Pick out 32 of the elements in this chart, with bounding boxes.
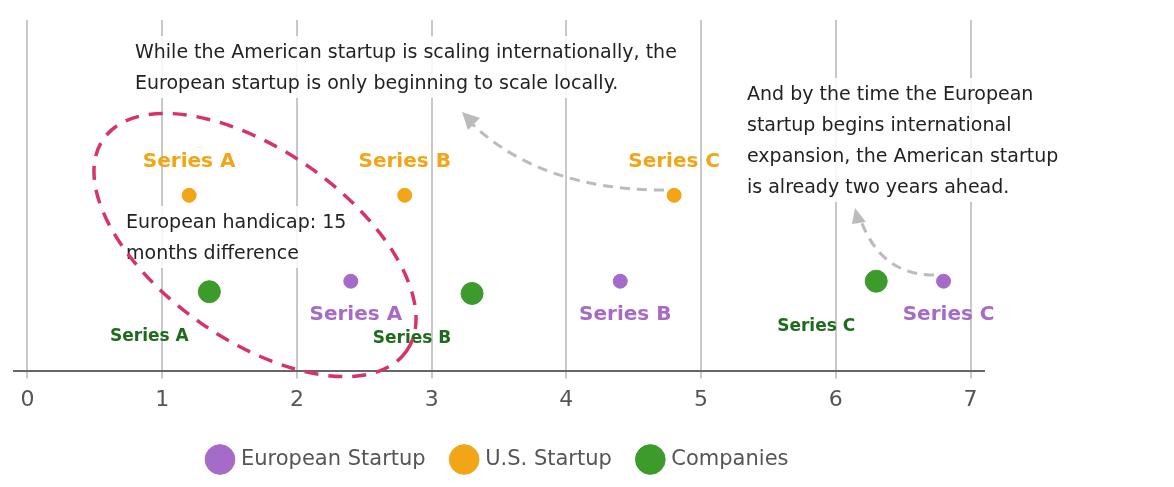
- point: [936, 273, 952, 289]
- annotation: Series B: [358, 147, 451, 172]
- annotation: And by the time the European startup begins international expansion, the American startup is already two years ahead.: [747, 78, 1077, 202]
- point: [397, 187, 413, 203]
- point: [666, 187, 682, 203]
- annotation: Series A: [142, 147, 236, 172]
- point: [612, 273, 628, 289]
- annotation: Series C: [902, 301, 995, 326]
- legend-label: European Startup: [241, 445, 426, 470]
- x-tick-label: 3: [424, 385, 439, 411]
- annotation: Series B: [372, 326, 452, 347]
- x-tick-label: 7: [963, 385, 978, 411]
- annotation: Series B: [579, 301, 672, 326]
- annotation: Series A: [109, 325, 190, 346]
- point: [864, 269, 888, 293]
- legend-label: U.S. Startup: [485, 445, 612, 470]
- point: [181, 187, 197, 203]
- annotation: Series A: [309, 301, 403, 326]
- x-tick-label: 6: [828, 385, 843, 411]
- x-tick-label: 1: [155, 385, 170, 411]
- x-tick-label: 0: [20, 385, 35, 411]
- x-tick-label: 2: [289, 385, 304, 411]
- point: [343, 273, 359, 289]
- annotation: European handicap: 15 months difference: [126, 206, 386, 268]
- point: [197, 280, 221, 304]
- legend-label: Companies: [671, 445, 789, 470]
- point: [460, 281, 484, 305]
- text: While the American startup is scaling internationally, the European startup is only beginning to scale locally.: [135, 36, 695, 98]
- x-tick-label: 4: [559, 385, 574, 411]
- x-tick-label: 5: [694, 385, 709, 411]
- annotation: Series C: [777, 314, 856, 335]
- annotation: Series C: [628, 147, 721, 172]
